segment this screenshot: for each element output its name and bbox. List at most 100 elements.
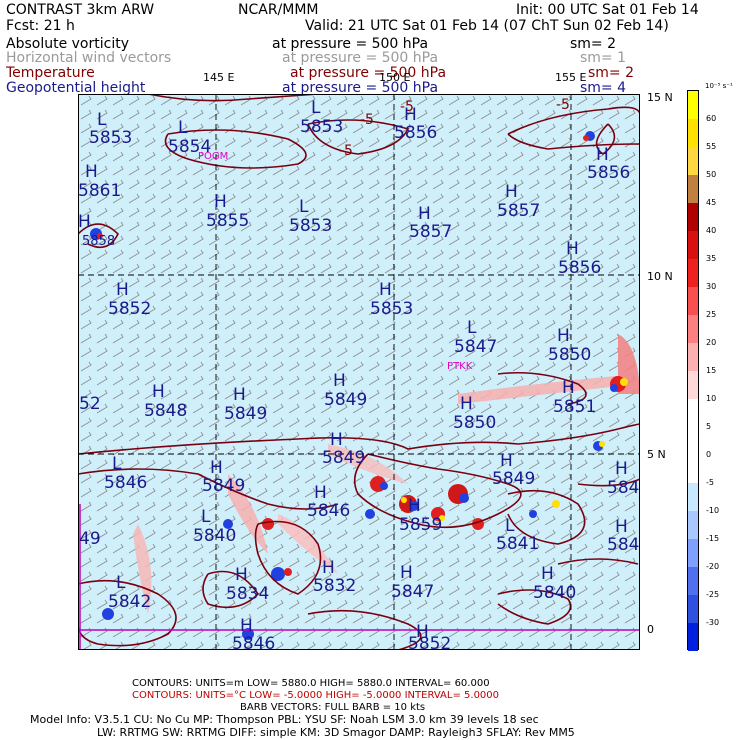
height-hl-mark: L — [112, 454, 122, 474]
height-value: 5846 — [232, 634, 276, 654]
field-pressure-temperature: at pressure = 500 hPa — [290, 65, 447, 81]
height-value: 5853 — [300, 117, 344, 137]
valid-time: Valid: 21 UTC Sat 01 Feb 14 (07 ChT Sun … — [305, 18, 669, 34]
height-value: 5847 — [391, 582, 435, 602]
height-value: 49 — [79, 529, 101, 549]
colorbar-segment — [688, 203, 698, 231]
height-value: 5852 — [108, 299, 152, 319]
height-value: 5852 — [408, 634, 452, 654]
colorbar-segment — [688, 231, 698, 259]
height-hl-mark: H — [314, 483, 327, 503]
colorbar-tick-label: 60 — [706, 114, 717, 123]
height-value: 5846 — [307, 501, 351, 521]
height-hl-mark: H — [333, 371, 346, 391]
field-pressure-geopotential: at pressure = 500 hPa — [282, 80, 439, 96]
lat-lon-grid — [78, 94, 640, 650]
colorbar-tick-label: -10 — [706, 506, 720, 515]
colorbar-tick-label: -30 — [706, 618, 720, 627]
height-value: 5861 — [78, 181, 122, 201]
colorbar-segment — [688, 455, 698, 483]
height-value: 5847 — [454, 337, 498, 357]
field-sm-temperature: sm= 2 — [588, 65, 635, 81]
temp-contour-label: -5 — [339, 143, 353, 159]
height-hl-mark: H — [505, 182, 518, 202]
temperature-contours — [78, 94, 640, 650]
height-hl-mark: H — [400, 563, 413, 583]
height-hl-mark: H — [240, 616, 253, 636]
colorbar-segment — [688, 147, 698, 175]
height-hl-mark: H — [85, 162, 98, 182]
height-hl-mark: H — [541, 564, 554, 584]
field-name-vorticity: Absolute vorticity — [6, 36, 129, 52]
colorbar — [687, 90, 699, 651]
vorticity-shading — [133, 334, 640, 614]
height-hl-mark: H — [330, 430, 343, 450]
height-value: 52 — [79, 394, 101, 414]
height-value: 5856 — [394, 123, 438, 143]
colorbar-tick-label: 0 — [706, 450, 712, 459]
map-frame — [78, 94, 640, 650]
colorbar-segment — [688, 427, 698, 455]
convective-cells — [90, 131, 628, 640]
height-hl-mark: H — [500, 451, 513, 471]
height-value: 5851 — [553, 397, 597, 417]
height-value: 5856 — [587, 163, 631, 183]
lon-label-150: 150 E — [379, 71, 411, 84]
height-value: 5848 — [144, 401, 188, 421]
colorbar-segment — [688, 567, 698, 595]
footer-contours-temp: CONTOURS: UNITS=°C LOW= -5.0000 HIGH= -5… — [132, 690, 500, 701]
temp-contour-label: -5 — [400, 99, 414, 115]
colorbar-tick-label: 20 — [706, 338, 717, 347]
lat-label-10n: 10 N — [647, 270, 673, 283]
height-hl-mark: H — [596, 145, 609, 165]
height-value: 5849 — [202, 476, 246, 496]
height-value: 5841 — [496, 534, 540, 554]
height-value: 5850 — [453, 413, 497, 433]
colorbar-tick-label: 45 — [706, 198, 717, 207]
height-value: 5853 — [370, 299, 414, 319]
height-value: 5832 — [313, 576, 357, 596]
temp-contour-label: -5 — [556, 97, 570, 113]
height-value: 5842 — [108, 592, 152, 612]
height-hl-mark: H — [615, 517, 628, 537]
height-hl-mark: H — [566, 239, 579, 259]
height-value: 5858 — [82, 234, 116, 249]
height-hl-mark: H — [615, 459, 628, 479]
colorbar-segment — [688, 371, 698, 399]
colorbar-segment — [688, 91, 698, 119]
height-value: 5854 — [168, 137, 212, 157]
colorbar-tick-label: 25 — [706, 310, 717, 319]
forecast-hour: Fcst: 21 h — [6, 18, 75, 34]
height-hl-mark: H — [408, 496, 421, 516]
colorbar-segment — [688, 287, 698, 315]
init-time: Init: 00 UTC Sat 01 Feb 14 — [516, 2, 699, 18]
colorbar-segment — [688, 595, 698, 623]
title-center: NCAR/MMM — [238, 2, 319, 18]
colorbar-segment — [688, 119, 698, 147]
field-sm-vorticity: sm= 2 — [570, 36, 617, 52]
wind-barbs-layer — [78, 94, 640, 650]
height-value: 5857 — [497, 201, 541, 221]
height-hl-mark: H — [418, 204, 431, 224]
temp-contour-label: -5 — [360, 112, 374, 128]
height-value: 5850 — [548, 345, 592, 365]
height-hl-mark: H — [116, 280, 129, 300]
height-value: 5853 — [289, 216, 333, 236]
height-hl-mark: H — [322, 558, 335, 578]
height-value: 5857 — [409, 222, 453, 242]
weather-map — [78, 94, 640, 650]
height-value: 5846 — [104, 473, 148, 493]
colorbar-segment — [688, 539, 698, 567]
height-hl-mark: H — [557, 326, 570, 346]
colorbar-tick-label: 5 — [706, 422, 712, 431]
station-pogm: POGM — [198, 151, 229, 162]
colorbar-tick-label: 50 — [706, 170, 717, 179]
title-left: CONTRAST 3km ARW — [6, 2, 155, 18]
height-hl-mark: H — [210, 458, 223, 478]
height-hl-mark: H — [233, 385, 246, 405]
field-name-wind: Horizontal wind vectors — [6, 50, 172, 66]
colorbar-tick-label: 10 — [706, 394, 717, 403]
colorbar-segment — [688, 343, 698, 371]
height-value: 5849 — [322, 448, 366, 468]
field-sm-wind: sm= 1 — [580, 50, 627, 66]
